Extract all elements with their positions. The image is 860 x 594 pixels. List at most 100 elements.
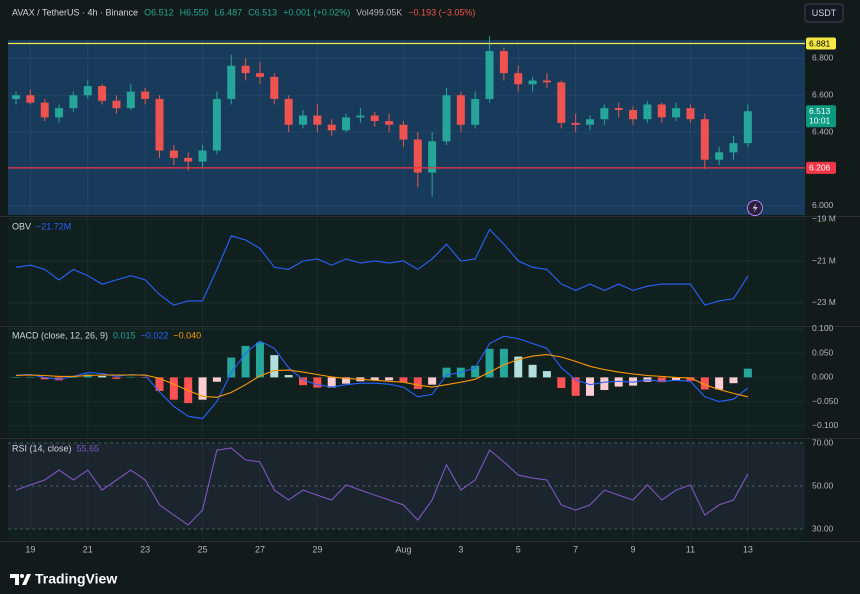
candle-body xyxy=(284,98,293,125)
macd-histogram-bar xyxy=(241,345,250,378)
macd-histogram-bar xyxy=(743,368,752,378)
candle-body xyxy=(442,95,451,142)
indicator-value: −0.040 xyxy=(173,330,201,340)
indicator-line xyxy=(15,447,749,526)
lightning-icon xyxy=(752,203,758,213)
candle-body xyxy=(528,80,537,85)
macd-histogram-bar xyxy=(528,364,537,378)
indicator-title: OBV xyxy=(12,221,31,231)
candle-body xyxy=(26,95,35,103)
candle-body xyxy=(198,150,207,162)
candle-body xyxy=(672,108,681,118)
x-tick-label: 25 xyxy=(198,544,208,554)
candle-body xyxy=(629,110,638,120)
candle-body xyxy=(212,98,221,151)
candle-body xyxy=(514,73,523,85)
panels xyxy=(0,40,860,542)
macd-histogram-bar xyxy=(12,376,20,378)
candle-body xyxy=(571,122,580,125)
indicator-value: −0.022 xyxy=(141,330,169,340)
x-tick-label: 27 xyxy=(255,544,265,554)
indicator-value: 55.65 xyxy=(77,443,100,453)
macd-histogram-bar xyxy=(227,357,236,378)
candle-body xyxy=(327,124,336,131)
macd-histogram-bar xyxy=(313,377,322,388)
macd-histogram-bar xyxy=(600,377,609,390)
macd-histogram-bar xyxy=(586,377,594,396)
y-tick-label: −23 M xyxy=(812,297,836,307)
macd-histogram-bar xyxy=(399,377,408,383)
y-tick-label: 6.000 xyxy=(812,200,834,210)
candle-body xyxy=(270,76,279,99)
x-tick-label: 11 xyxy=(686,544,695,554)
panel-background xyxy=(8,440,805,540)
indicator-value: 0.015 xyxy=(113,330,136,340)
candle-body xyxy=(227,65,236,99)
macd-histogram-bar xyxy=(26,376,35,378)
macd-histogram-bar xyxy=(657,377,666,383)
last-price: 6.513 xyxy=(809,106,831,116)
candle-body xyxy=(456,95,465,125)
candle-body xyxy=(169,150,178,158)
level-label-box xyxy=(806,161,836,174)
y-tick-label: 6.800 xyxy=(812,53,834,63)
candle-body xyxy=(413,139,422,173)
macd-histogram-bar xyxy=(255,342,264,378)
candle-body xyxy=(743,111,752,144)
logo-slash xyxy=(22,574,31,585)
candle-body xyxy=(126,91,135,109)
macd-histogram-bar xyxy=(270,355,279,378)
x-tick-label: Aug xyxy=(395,544,411,554)
y-tick-label: 30.00 xyxy=(812,523,834,533)
macd-line xyxy=(15,354,749,398)
candle-body xyxy=(342,117,351,131)
candle-body xyxy=(586,119,594,125)
candle-body xyxy=(471,98,480,125)
macd-histogram-bar xyxy=(212,377,221,382)
macd-histogram-bar xyxy=(686,377,695,381)
macd-histogram-bar xyxy=(327,377,336,388)
macd-histogram-bar xyxy=(141,377,150,378)
y-tick-label: 6.400 xyxy=(812,126,834,136)
macd-histogram-bar xyxy=(442,367,451,378)
candle-body xyxy=(700,119,709,160)
y-tick-label: 50.00 xyxy=(812,480,834,490)
indicator-line xyxy=(15,228,749,306)
logo-dot xyxy=(20,574,24,578)
candle-body xyxy=(614,108,623,110)
macd-histogram-bar xyxy=(514,356,523,378)
header-text: Vol499.05K xyxy=(356,7,402,17)
currency-label[interactable]: USDT xyxy=(812,8,837,18)
indicator-value: −21.72M xyxy=(36,221,71,231)
indicator-title: RSI (14, close) xyxy=(12,443,72,453)
indicator-title: MACD (close, 12, 26, 9) xyxy=(12,330,108,340)
candle-body xyxy=(155,98,164,151)
candle-body xyxy=(241,65,250,74)
macd-histogram-bar xyxy=(155,377,164,391)
macd-histogram-bar xyxy=(471,365,480,378)
x-tick-label: 7 xyxy=(573,544,578,554)
candle-body xyxy=(55,108,64,118)
candle-body xyxy=(428,141,437,173)
candle-body xyxy=(542,80,551,83)
macd-histogram-bar xyxy=(385,377,394,381)
chart-layer: AVAX / TetherUS · 4h · Binance O6.512 H6.5… xyxy=(8,7,839,554)
macd-histogram-bar xyxy=(126,376,135,378)
candle-body xyxy=(356,115,365,118)
currency-button[interactable] xyxy=(804,3,844,23)
candle-body xyxy=(69,95,78,109)
macd-histogram-bar xyxy=(413,377,422,390)
countdown: 10:01 xyxy=(809,116,831,126)
candle-body xyxy=(299,115,307,125)
candle-body xyxy=(83,86,92,96)
candle-body xyxy=(729,143,738,153)
candle-body xyxy=(485,51,494,99)
candle-body xyxy=(12,95,20,99)
macd-histogram-bar xyxy=(40,377,49,380)
x-tick-label: 9 xyxy=(631,544,636,554)
macd-histogram-bar xyxy=(715,377,724,390)
x-tick-label: 3 xyxy=(458,544,463,554)
candle-body xyxy=(313,115,322,125)
